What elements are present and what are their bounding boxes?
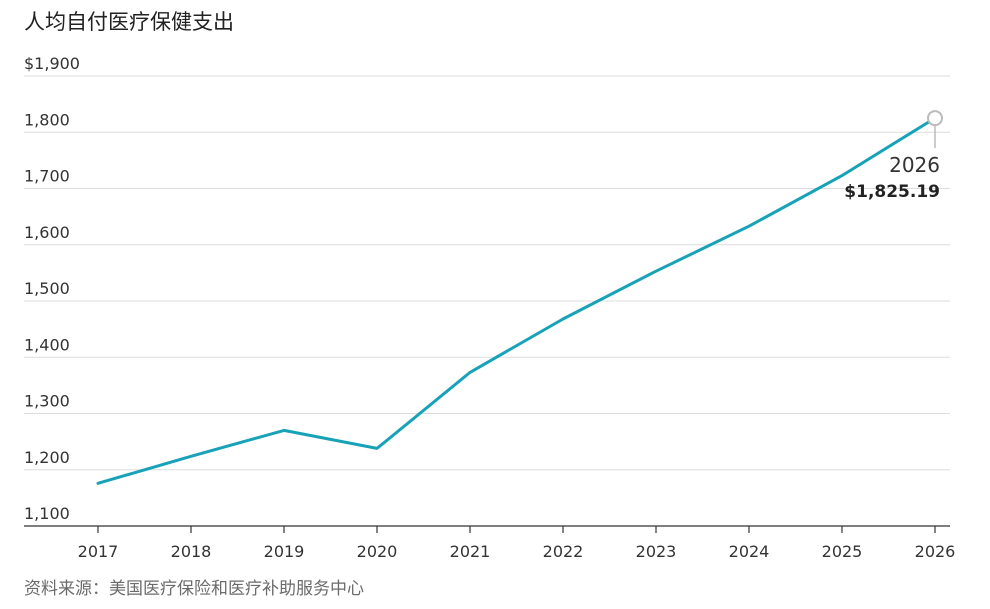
chart-title: 人均自付医疗保健支出	[24, 10, 234, 34]
annotation-value: $1,825.19	[844, 182, 940, 202]
x-tick-label: 2018	[171, 542, 212, 561]
y-tick-label: 1,100	[24, 504, 70, 523]
data-point	[188, 453, 194, 459]
x-tick-label: 2024	[729, 542, 770, 561]
y-tick-label: 1,800	[24, 110, 70, 129]
x-tick-label: 2022	[543, 542, 584, 561]
data-point	[374, 445, 380, 451]
y-tick-label: $1,900	[24, 54, 80, 73]
x-tick-label: 2026	[915, 542, 956, 561]
y-tick-label: 1,700	[24, 167, 70, 186]
y-tick-label: 1,600	[24, 223, 70, 242]
x-tick-label: 2019	[264, 542, 305, 561]
y-tick-label: 1,200	[24, 448, 70, 467]
data-point	[839, 173, 845, 179]
series-line	[96, 116, 937, 485]
y-tick-label: 1,300	[24, 392, 70, 411]
x-tick-label: 2023	[636, 542, 677, 561]
data-point	[653, 268, 659, 274]
annotation-year: 2026	[889, 153, 940, 177]
x-tick-label: 2017	[78, 542, 119, 561]
x-tick-label: 2021	[450, 542, 491, 561]
data-point	[95, 480, 101, 486]
x-tick-label: 2025	[822, 542, 863, 561]
y-tick-label: 1,400	[24, 335, 70, 354]
chart-source: 资料来源：美国医疗保险和医疗补助服务中心	[24, 579, 364, 599]
highlight-marker	[927, 110, 943, 127]
data-point	[560, 316, 566, 322]
data-point	[746, 223, 752, 229]
x-tick-label: 2020	[357, 542, 398, 561]
data-point	[281, 427, 287, 433]
y-tick-label: 1,500	[24, 279, 70, 298]
data-point	[467, 369, 473, 375]
